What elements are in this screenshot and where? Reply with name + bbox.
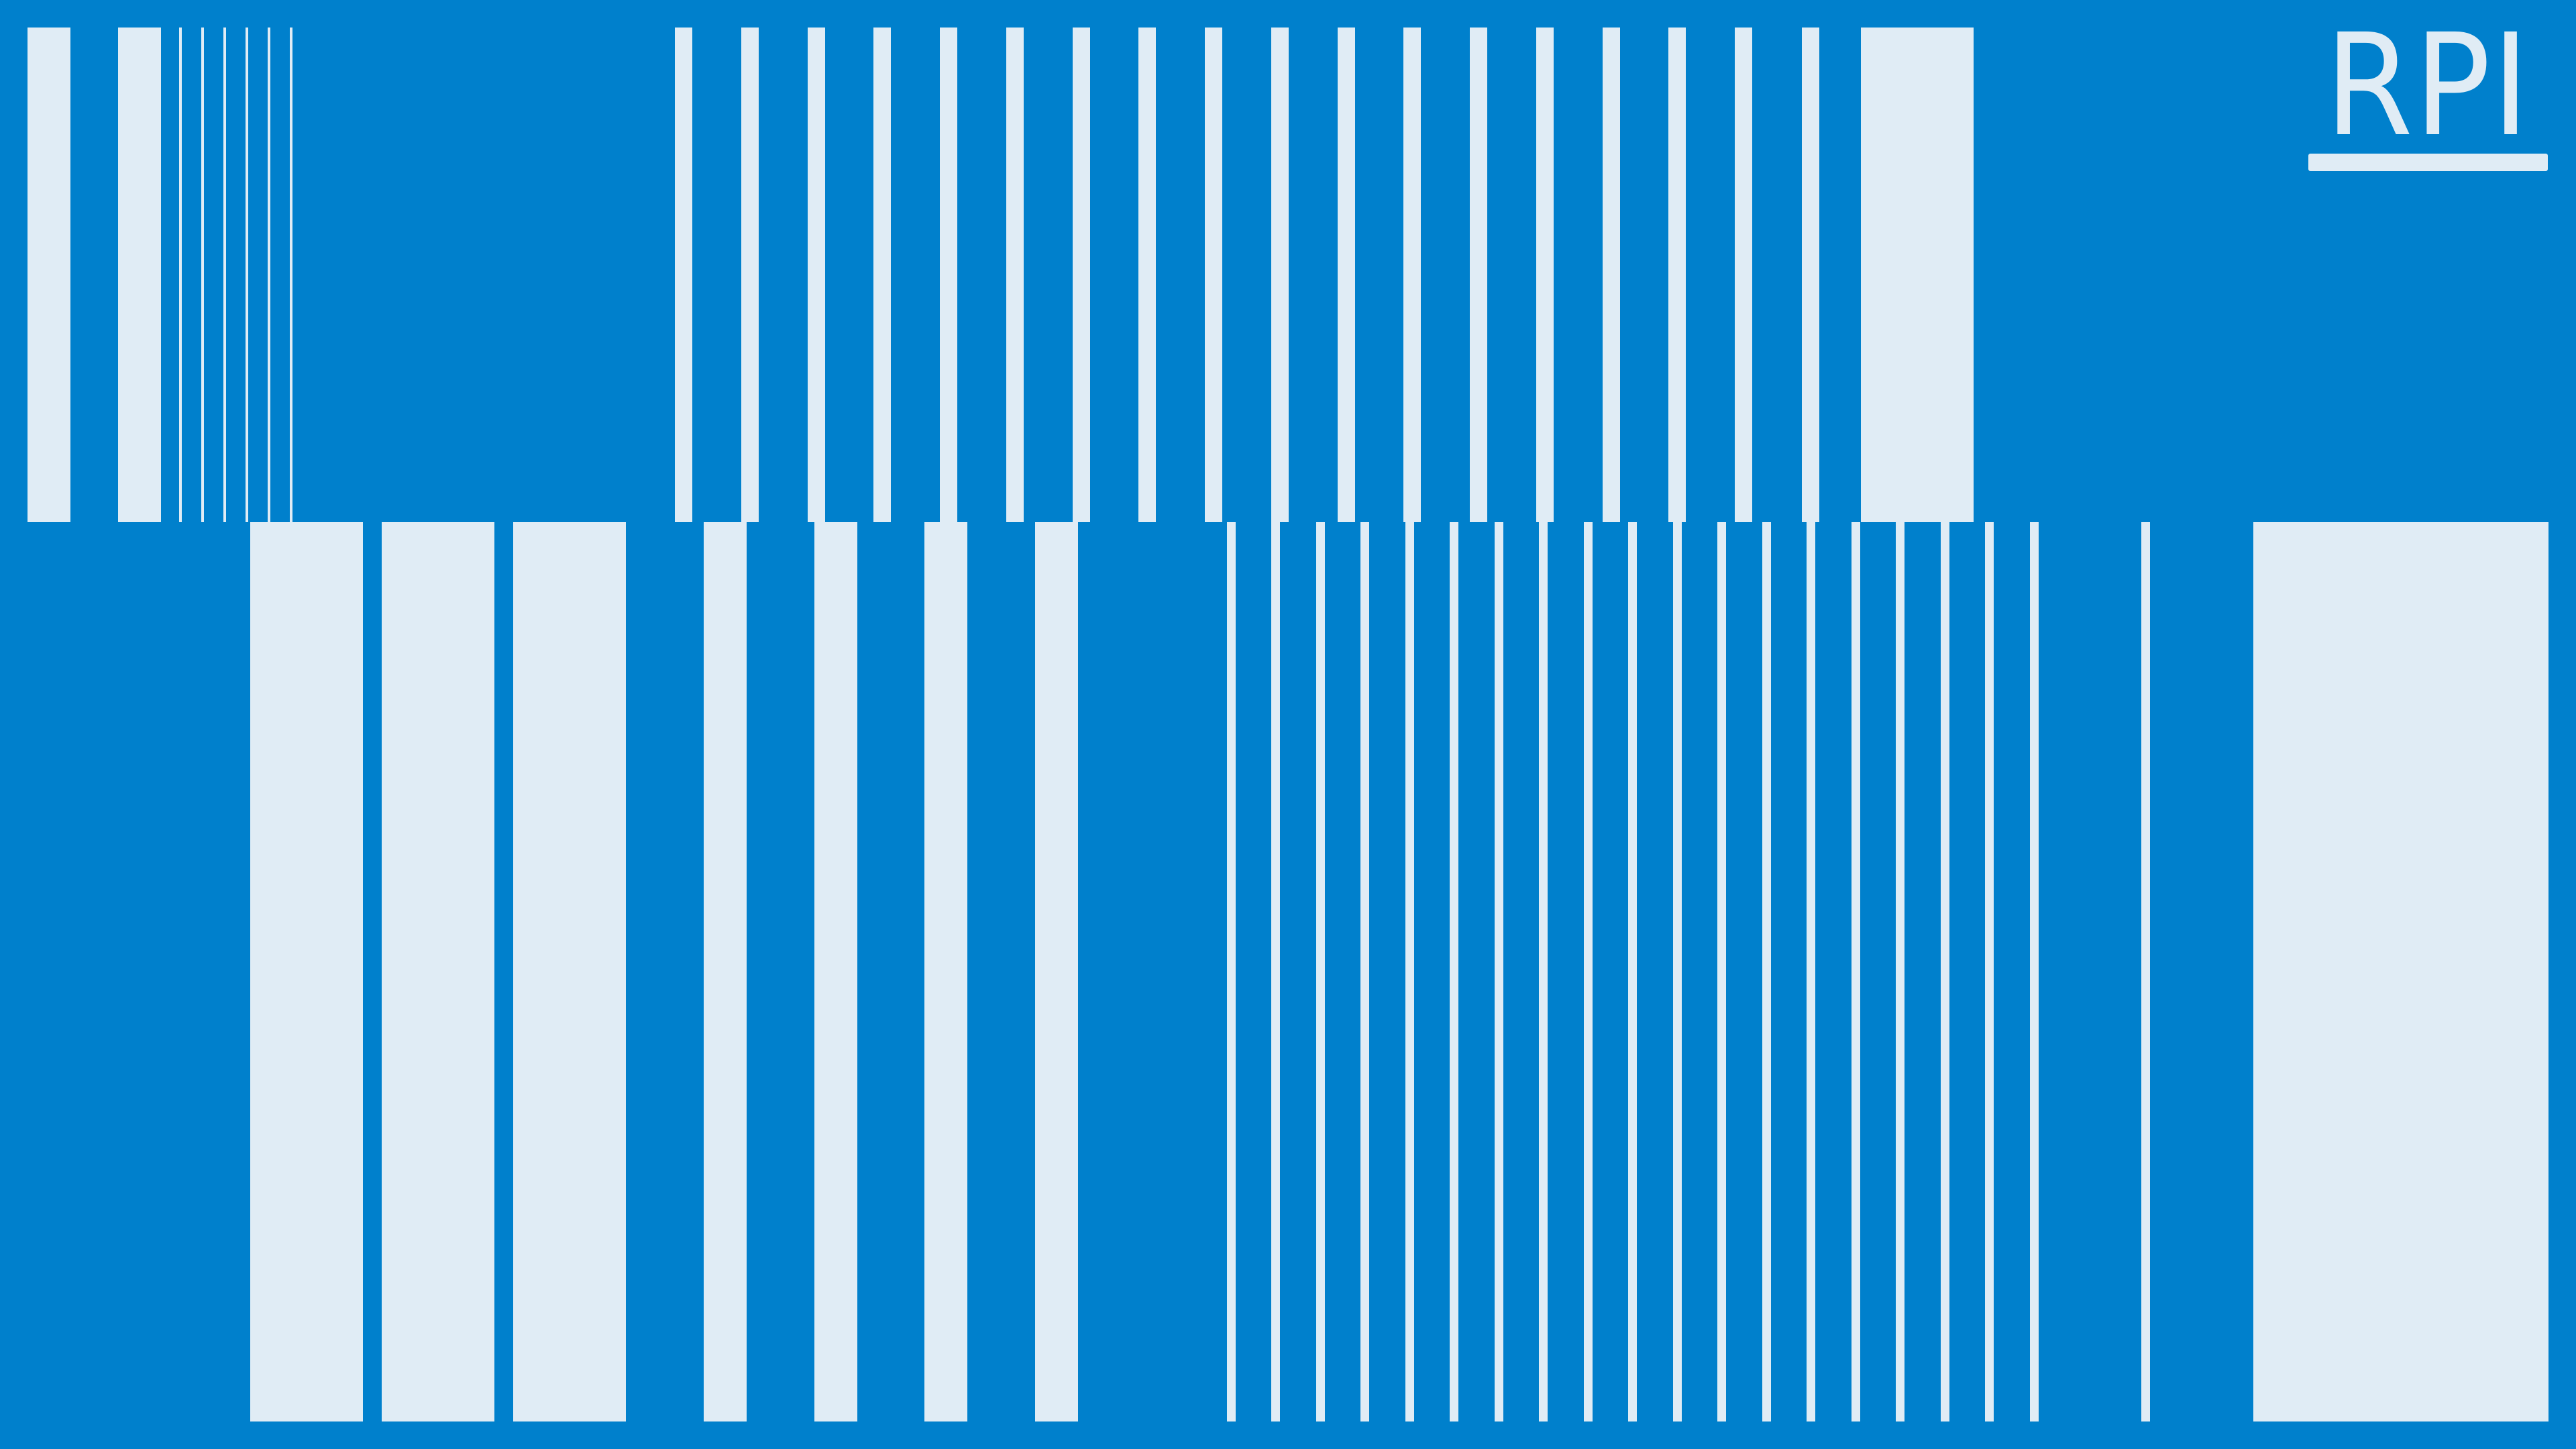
stripe <box>1603 28 1620 522</box>
stripe <box>1539 522 1548 1421</box>
stripe <box>223 28 226 522</box>
stripe <box>1316 522 1325 1421</box>
stripe <box>675 28 692 522</box>
stripe <box>1628 522 1637 1421</box>
stripe <box>1338 28 1355 522</box>
stripe <box>1470 28 1487 522</box>
stripe <box>1762 522 1771 1421</box>
stripe <box>246 28 248 522</box>
logo-underline <box>2308 154 2548 171</box>
stripe <box>1403 28 1421 522</box>
stripe <box>924 522 967 1421</box>
stripe <box>1941 522 1949 1421</box>
stripe <box>1896 522 1904 1421</box>
stripe <box>118 28 161 522</box>
stripe <box>741 28 759 522</box>
stripe <box>2030 522 2039 1421</box>
stripe <box>1495 522 1503 1421</box>
stripe <box>704 522 747 1421</box>
stripe <box>1073 28 1090 522</box>
stripe <box>1271 522 1280 1421</box>
stripe <box>808 28 825 522</box>
stripe <box>28 28 70 522</box>
stripe <box>201 28 204 522</box>
stripe <box>940 28 957 522</box>
stripe <box>1985 522 1994 1421</box>
stripe <box>1673 522 1682 1421</box>
stripe <box>382 522 494 1421</box>
stripe <box>1735 28 1752 522</box>
stripe <box>1006 28 1024 522</box>
stripe <box>1405 522 1414 1421</box>
stripe <box>873 28 891 522</box>
stripe <box>1360 522 1369 1421</box>
logo-wordmark: RPI <box>2324 25 2531 146</box>
stripe <box>814 522 857 1421</box>
stripe <box>1271 28 1289 522</box>
stripe <box>1035 522 1078 1421</box>
stripe <box>1138 28 1156 522</box>
stripe <box>1205 28 1222 522</box>
stripe <box>1450 522 1458 1421</box>
stripe <box>250 522 363 1421</box>
rpi-logo: RPI <box>2306 25 2550 173</box>
stripe <box>513 522 626 1421</box>
stripe <box>290 28 292 522</box>
stripe <box>179 28 182 522</box>
stripe <box>1536 28 1554 522</box>
stripe <box>1668 28 1686 522</box>
stripe <box>1584 522 1593 1421</box>
stripe <box>1861 28 1974 522</box>
stripe <box>1227 522 1236 1421</box>
stripe <box>1802 28 1819 522</box>
stripe <box>2141 522 2150 1421</box>
stripe <box>268 28 270 522</box>
stripe <box>1807 522 1815 1421</box>
stripe <box>2253 522 2548 1421</box>
stripe <box>1717 522 1726 1421</box>
stripe <box>1851 522 1860 1421</box>
